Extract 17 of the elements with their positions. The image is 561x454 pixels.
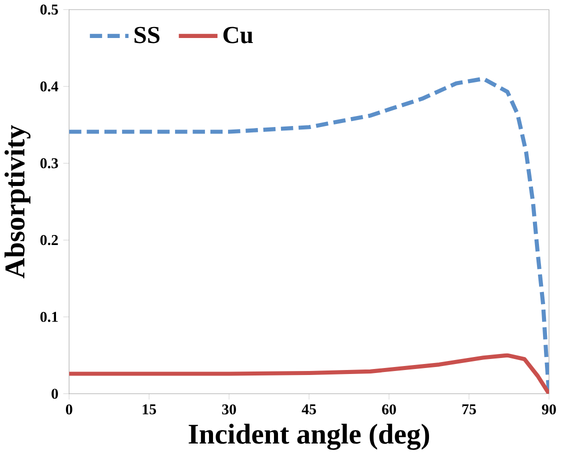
y-tick-label: 0.2	[40, 234, 58, 245]
y-tick-label: 0.1	[40, 312, 58, 322]
legend-label: Cu	[223, 26, 253, 44]
legend-label: SS	[134, 26, 160, 44]
y-tick-label: 0.5	[40, 4, 58, 14]
x-tick-label: 75	[462, 404, 476, 414]
y-tick-label: 0.3	[40, 158, 58, 168]
x-tick-label: 45	[302, 404, 316, 414]
x-tick-label: 30	[222, 404, 236, 414]
x-tick-label: 60	[382, 404, 396, 414]
x-tick-label: 0	[66, 404, 72, 414]
x-tick-label: 15	[142, 404, 156, 414]
y-tick-label: 0	[52, 388, 58, 399]
x-tick-label: 90	[542, 404, 556, 414]
y-axis-title: Absorptivity	[4, 124, 30, 278]
y-tick-label: 0.4	[40, 81, 58, 92]
x-axis-title: Incident angle (deg)	[188, 424, 430, 450]
